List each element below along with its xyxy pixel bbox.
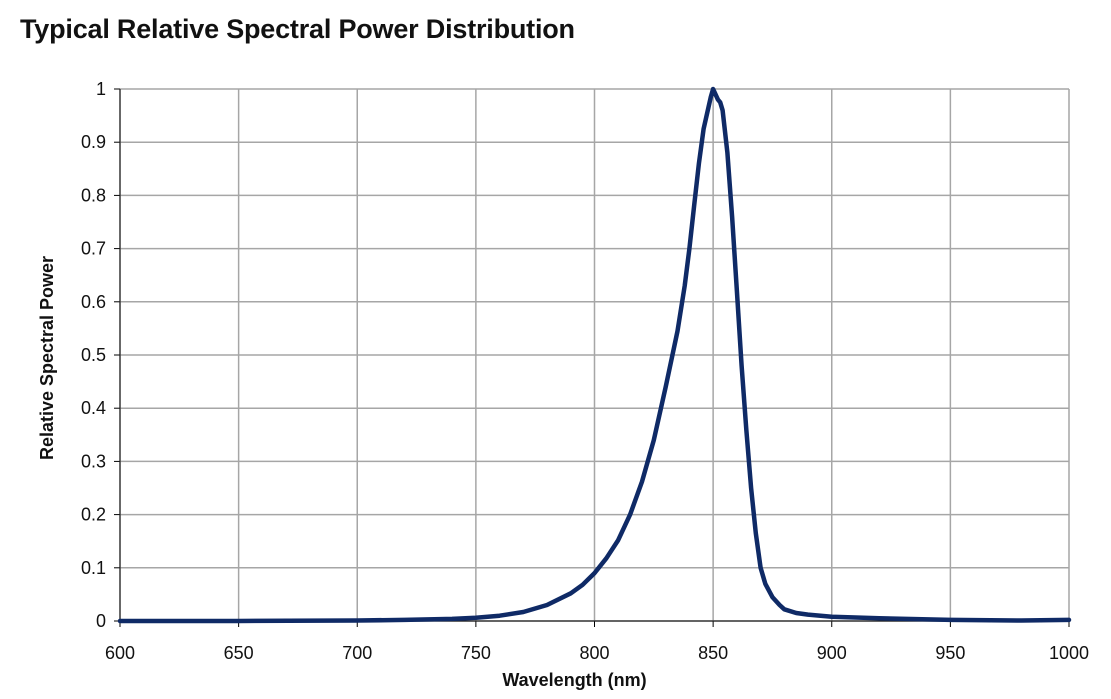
y-tick-label: 0.7 bbox=[81, 239, 106, 259]
x-tick-label: 900 bbox=[817, 643, 847, 663]
y-tick-label: 0.5 bbox=[81, 345, 106, 365]
grid-lines bbox=[119, 88, 1070, 622]
x-axis-title: Wavelength (nm) bbox=[502, 670, 646, 690]
y-tick-label: 1 bbox=[96, 79, 106, 99]
y-tick-label: 0.9 bbox=[81, 132, 106, 152]
x-tick-label: 750 bbox=[461, 643, 491, 663]
x-tick-label: 800 bbox=[579, 643, 609, 663]
y-axis-title: Relative Spectral Power bbox=[37, 256, 57, 460]
x-tick-label: 600 bbox=[105, 643, 135, 663]
x-tick-label: 950 bbox=[935, 643, 965, 663]
y-tick-label: 0.1 bbox=[81, 558, 106, 578]
y-tick-label: 0.2 bbox=[81, 505, 106, 525]
plot-area-border bbox=[114, 88, 1070, 627]
series-line bbox=[117, 86, 1072, 624]
y-tick-label: 0 bbox=[96, 611, 106, 631]
y-tick-label: 0.8 bbox=[81, 185, 106, 205]
y-tick-label: 0.3 bbox=[81, 451, 106, 471]
x-tick-label: 700 bbox=[342, 643, 372, 663]
y-tick-label: 0.4 bbox=[81, 398, 106, 418]
x-tick-label: 650 bbox=[224, 643, 254, 663]
x-tick-label: 850 bbox=[698, 643, 728, 663]
y-tick-label: 0.6 bbox=[81, 292, 106, 312]
y-axis-tick-labels: 0 0.1 0.2 0.3 0.4 0.5 0.6 0.7 0.8 0.9 1 bbox=[81, 79, 106, 631]
chart-title: Typical Relative Spectral Power Distribu… bbox=[20, 14, 575, 44]
x-tick-label: 1000 bbox=[1049, 643, 1089, 663]
x-axis-tick-labels: 600 650 700 750 800 850 900 950 1000 bbox=[105, 643, 1089, 663]
series-layer bbox=[117, 86, 1072, 624]
